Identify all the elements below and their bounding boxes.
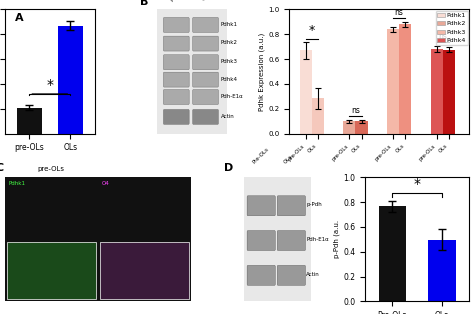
Bar [17,108,42,134]
Text: *: * [46,78,53,92]
Text: ns: ns [395,8,403,17]
FancyBboxPatch shape [164,18,189,32]
FancyBboxPatch shape [277,230,305,251]
Bar [343,121,356,134]
Text: ns: ns [438,32,447,41]
Text: C: C [0,164,4,173]
Text: *: * [309,24,315,37]
FancyBboxPatch shape [192,55,219,70]
FancyBboxPatch shape [192,72,219,87]
Text: Pdhk4: Pdhk4 [220,77,237,82]
Text: ns: ns [351,106,360,115]
Y-axis label: p-Pdh (a.u.: p-Pdh (a.u. [334,220,340,258]
Text: pre-OLs: pre-OLs [169,0,187,2]
Text: Pdhk3: Pdhk3 [220,59,237,64]
Text: *: * [414,177,420,191]
Legend: Pdhk1, Pdhk2, Pdhk3, Pdhk4: Pdhk1, Pdhk2, Pdhk3, Pdhk4 [436,11,468,45]
Text: A: A [15,13,24,23]
Bar [356,121,368,134]
Text: OLs: OLs [201,0,211,2]
Bar [428,240,456,301]
FancyBboxPatch shape [277,265,305,285]
Bar [379,206,406,301]
Text: Pdh-E1α: Pdh-E1α [306,237,329,242]
FancyBboxPatch shape [192,18,219,32]
Text: Pdhk1: Pdhk1 [9,181,26,186]
FancyBboxPatch shape [164,55,189,70]
Text: Pdh-E1α: Pdh-E1α [220,94,243,99]
FancyBboxPatch shape [100,242,189,299]
FancyBboxPatch shape [247,196,275,216]
Bar [387,29,399,134]
Bar [312,98,324,134]
Text: O4: O4 [101,181,109,186]
Bar [430,49,443,134]
Bar [300,51,312,134]
FancyBboxPatch shape [7,242,96,299]
FancyBboxPatch shape [164,72,189,87]
FancyBboxPatch shape [164,36,189,51]
Bar [399,24,411,134]
FancyBboxPatch shape [164,110,189,124]
Text: Pdhk2: Pdhk2 [220,41,237,46]
Text: Actin: Actin [220,114,234,119]
Text: pre-OLs: pre-OLs [38,166,65,172]
FancyBboxPatch shape [100,304,189,314]
Text: Pdhk1: Pdhk1 [220,22,237,27]
FancyBboxPatch shape [164,89,189,105]
FancyBboxPatch shape [247,230,275,251]
Text: Actin: Actin [306,272,320,277]
Y-axis label: Pdhk Expression (a.u.): Pdhk Expression (a.u.) [259,32,265,111]
FancyBboxPatch shape [192,36,219,51]
Text: B: B [140,0,148,7]
Bar [58,25,82,134]
Text: D: D [224,164,234,173]
Bar [443,50,455,134]
Text: Pre-OLs: Pre-OLs [252,146,270,165]
FancyBboxPatch shape [247,265,275,285]
FancyBboxPatch shape [192,89,219,105]
FancyBboxPatch shape [7,304,96,314]
Text: p-Pdh: p-Pdh [306,202,322,207]
Text: OLs: OLs [283,154,293,165]
FancyBboxPatch shape [277,196,305,216]
FancyBboxPatch shape [192,110,219,124]
